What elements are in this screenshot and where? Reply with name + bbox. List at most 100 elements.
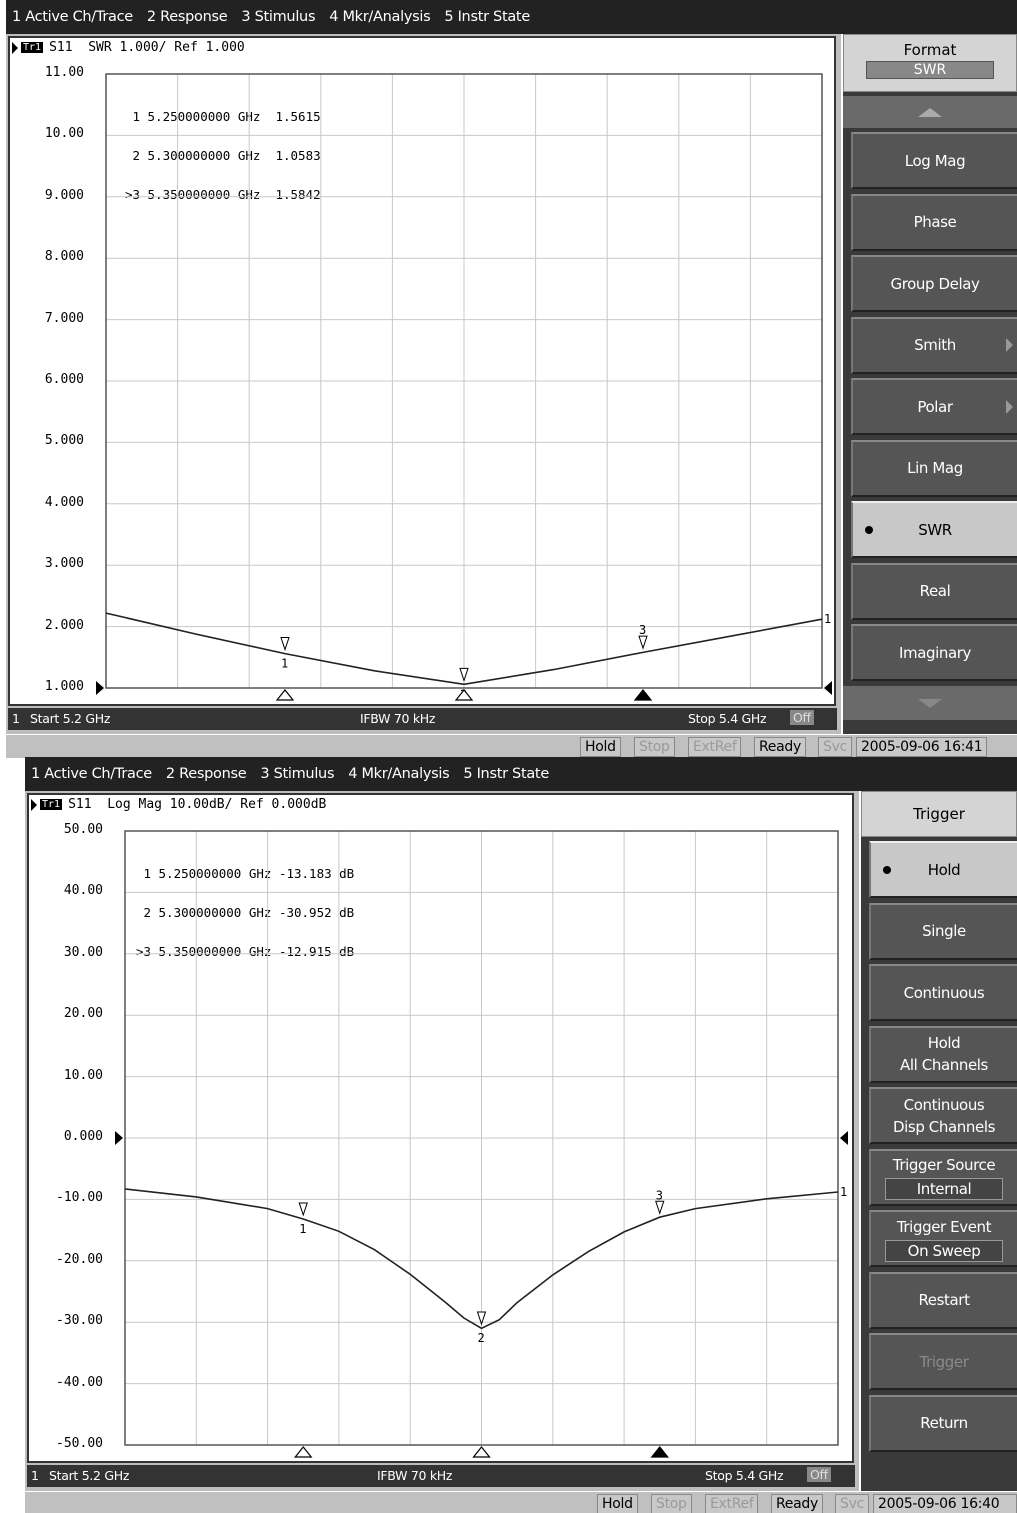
marker-frequency: 5.250000000 GHz [158,866,272,881]
menu-response[interactable]: 2 Response [165,766,247,782]
trace-end-label: 1 [824,612,831,626]
softkey-label: SWR [918,520,952,539]
y-tick-label: 0.000 [63,1129,103,1144]
softkey-smith[interactable]: Smith [851,316,1017,374]
marker-row: >3 5.350000000 GHz -12.915 dB [127,945,354,958]
scroll-down-icon [918,698,942,708]
softkey-single[interactable]: Single [869,902,1017,960]
marker-row: 1 5.250000000 GHz -13.183 dB [127,867,354,880]
softkey-real[interactable]: Real [851,562,1017,620]
marker-frequency: 5.350000000 GHz [147,187,261,202]
menu-bar: 1 Active Ch/Trace 2 Response 3 Stimulus … [6,0,1017,34]
softkey-continuous[interactable]: Continuous [869,964,1017,1021]
reference-right-arrow-icon [840,1131,848,1145]
y-tick-label: -10.00 [56,1190,103,1206]
status-svc: Svc [818,737,852,757]
stimulus-marker-icon [633,689,653,701]
y-tick-label: 4.000 [44,494,84,510]
trace-line [105,612,823,686]
marker-row: 2 5.300000000 GHz -30.952 dB [127,906,354,919]
ifbw-readout[interactable]: IFBW 70 kHz [377,1468,453,1483]
softkey-phase[interactable]: Phase [851,193,1017,251]
softkey-trigger-event[interactable]: Trigger Event On Sweep [869,1210,1017,1267]
ifbw-readout[interactable]: IFBW 70 kHz [360,711,436,726]
y-tick-label: -30.00 [56,1313,103,1329]
marker-row: 2 5.300000000 GHz 1.0583 [116,148,321,163]
softkey-trigger-source[interactable]: Trigger Source Internal [869,1148,1017,1206]
stimulus-marker-icon [275,689,295,701]
trace-badge[interactable]: Tr1 [40,799,63,810]
softkey-panel: Trigger Hold Single Continuous Hold All Chan… [861,791,1017,1491]
scroll-up-icon [918,107,942,117]
menu-instr-state[interactable]: 5 Instr State [463,766,549,782]
marker-value: -30.952 dB [278,905,355,920]
start-frequency[interactable]: Start 5.2 GHz [30,711,111,726]
menu-active-ch-trace[interactable]: 1 Active Ch/Trace [12,9,133,25]
softkey-continuous-disp-channels[interactable]: Continuous Disp Channels [869,1087,1017,1144]
marker-label: 1 [281,657,288,671]
softkey-label: Polar [917,397,953,416]
y-tick-label: -40.00 [56,1374,103,1390]
stimulus-marker-icon [294,1446,313,1458]
channel-window: Tr1 S11 Log Mag 10.00dB/ Ref 0.000dB 1 5… [25,791,859,1491]
softkey-label: Continuous [903,1095,985,1114]
marker-on-trace-icon [638,635,648,650]
y-tick-label: -20.00 [56,1251,103,1267]
marker-on-trace-icon [298,1202,308,1217]
menu-active-ch-trace[interactable]: 1 Active Ch/Trace [31,766,152,782]
softkey-scroll-down[interactable] [843,686,1017,720]
softkey-log-mag[interactable]: Log Mag [851,132,1017,189]
softkey-hold-all-channels[interactable]: Hold All Channels [869,1025,1017,1083]
softkey-label: Log Mag [904,151,966,170]
softkey-current-value: Internal [885,1178,1003,1200]
status-extref: ExtRef [705,1494,759,1513]
softkey-scroll-up[interactable] [843,96,1017,128]
menu-stimulus[interactable]: 3 Stimulus [260,766,335,782]
softkey-group-delay[interactable]: Group Delay [851,255,1017,312]
start-frequency[interactable]: Start 5.2 GHz [49,1468,130,1483]
softkey-trigger[interactable]: Trigger [869,1333,1017,1390]
status-stop: Stop [634,737,675,757]
y-tick-label: 9.000 [44,187,84,203]
y-tick-label: 40.00 [63,883,103,899]
softkey-title-format: Format SWR [843,34,1017,92]
marker-frequency: 5.300000000 GHz [158,905,272,920]
marker-readout: 1 5.250000000 GHz 1.5615 2 5.300000000 G… [116,84,321,227]
menu-mkr-analysis[interactable]: 4 Mkr/Analysis [329,9,431,25]
stop-frequency[interactable]: Stop 5.4 GHz [688,711,767,726]
softkey-swr[interactable]: SWR [851,501,1017,558]
marker-frequency: 5.350000000 GHz [158,944,272,959]
active-trace-arrow-icon [31,798,37,811]
softkey-return[interactable]: Return [869,1394,1017,1452]
softkey-polar[interactable]: Polar [851,378,1017,435]
softkey-lin-mag[interactable]: Lin Mag [851,439,1017,497]
softkey-restart[interactable]: Restart [869,1271,1017,1329]
y-tick-label: 50.00 [63,822,103,837]
menu-stimulus[interactable]: 3 Stimulus [241,9,316,25]
status-datetime: 2005-09-06 16:41 [856,737,988,757]
trace-display[interactable]: Tr1 S11 SWR 1.000/ Ref 1.000 1 5.2500000… [8,36,836,706]
stimulus-marker-icon [650,1446,669,1458]
y-tick-label: 3.000 [44,556,84,572]
softkey-imaginary[interactable]: Imaginary [851,624,1017,681]
softkey-current-value: On Sweep [885,1239,1003,1262]
trace-plot: 1 1 2 3 [96,73,832,701]
trace-badge[interactable]: Tr1 [21,42,44,53]
menu-instr-state[interactable]: 5 Instr State [444,9,530,25]
marker-value: -13.183 dB [278,866,355,881]
softkey-label: Group Delay [890,274,980,293]
stop-frequency[interactable]: Stop 5.4 GHz [705,1468,784,1483]
status-svc: Svc [835,1494,869,1513]
menu-response[interactable]: 2 Response [146,9,228,25]
trace-title: S11 Log Mag 10.00dB/ Ref 0.000dB [68,797,327,812]
marker-number: 2 [143,905,151,920]
trace-display[interactable]: Tr1 S11 Log Mag 10.00dB/ Ref 0.000dB 1 5… [27,793,854,1463]
format-current-value: SWR [866,61,994,79]
marker-frequency: 5.300000000 GHz [147,148,261,163]
reference-left-arrow-icon [96,681,104,695]
menu-mkr-analysis[interactable]: 4 Mkr/Analysis [348,766,450,782]
marker-value: 1.0583 [275,148,321,163]
softkey-hold[interactable]: Hold [869,841,1017,898]
status-stop: Stop [651,1494,692,1513]
trace-plot: 1 1 2 3 [115,830,848,1458]
